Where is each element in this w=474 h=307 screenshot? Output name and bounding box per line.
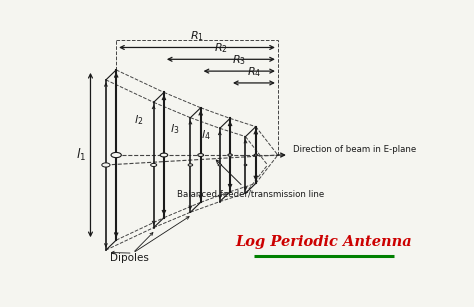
- Ellipse shape: [218, 164, 221, 166]
- Ellipse shape: [160, 153, 168, 157]
- Text: $R_2$: $R_2$: [214, 41, 228, 55]
- Text: Balanced feeder/transmission line: Balanced feeder/transmission line: [177, 160, 324, 198]
- Text: $R_3$: $R_3$: [232, 53, 246, 67]
- Text: $R_1$: $R_1$: [190, 29, 204, 43]
- Text: Direction of beam in E-plane: Direction of beam in E-plane: [292, 145, 416, 154]
- Text: $l_4$: $l_4$: [201, 128, 211, 142]
- Ellipse shape: [102, 163, 110, 167]
- Ellipse shape: [244, 164, 247, 166]
- Ellipse shape: [111, 153, 121, 157]
- Text: $l_1$: $l_1$: [76, 147, 86, 163]
- Text: Dipoles: Dipoles: [109, 253, 148, 263]
- Text: $l_2$: $l_2$: [134, 114, 143, 127]
- Ellipse shape: [188, 164, 192, 166]
- Text: $l_3$: $l_3$: [170, 122, 180, 136]
- Ellipse shape: [254, 154, 257, 156]
- Text: $R_4$: $R_4$: [247, 65, 261, 79]
- Text: Log Periodic Antenna: Log Periodic Antenna: [236, 235, 412, 250]
- Ellipse shape: [198, 154, 203, 157]
- Ellipse shape: [151, 163, 157, 166]
- Ellipse shape: [228, 154, 232, 156]
